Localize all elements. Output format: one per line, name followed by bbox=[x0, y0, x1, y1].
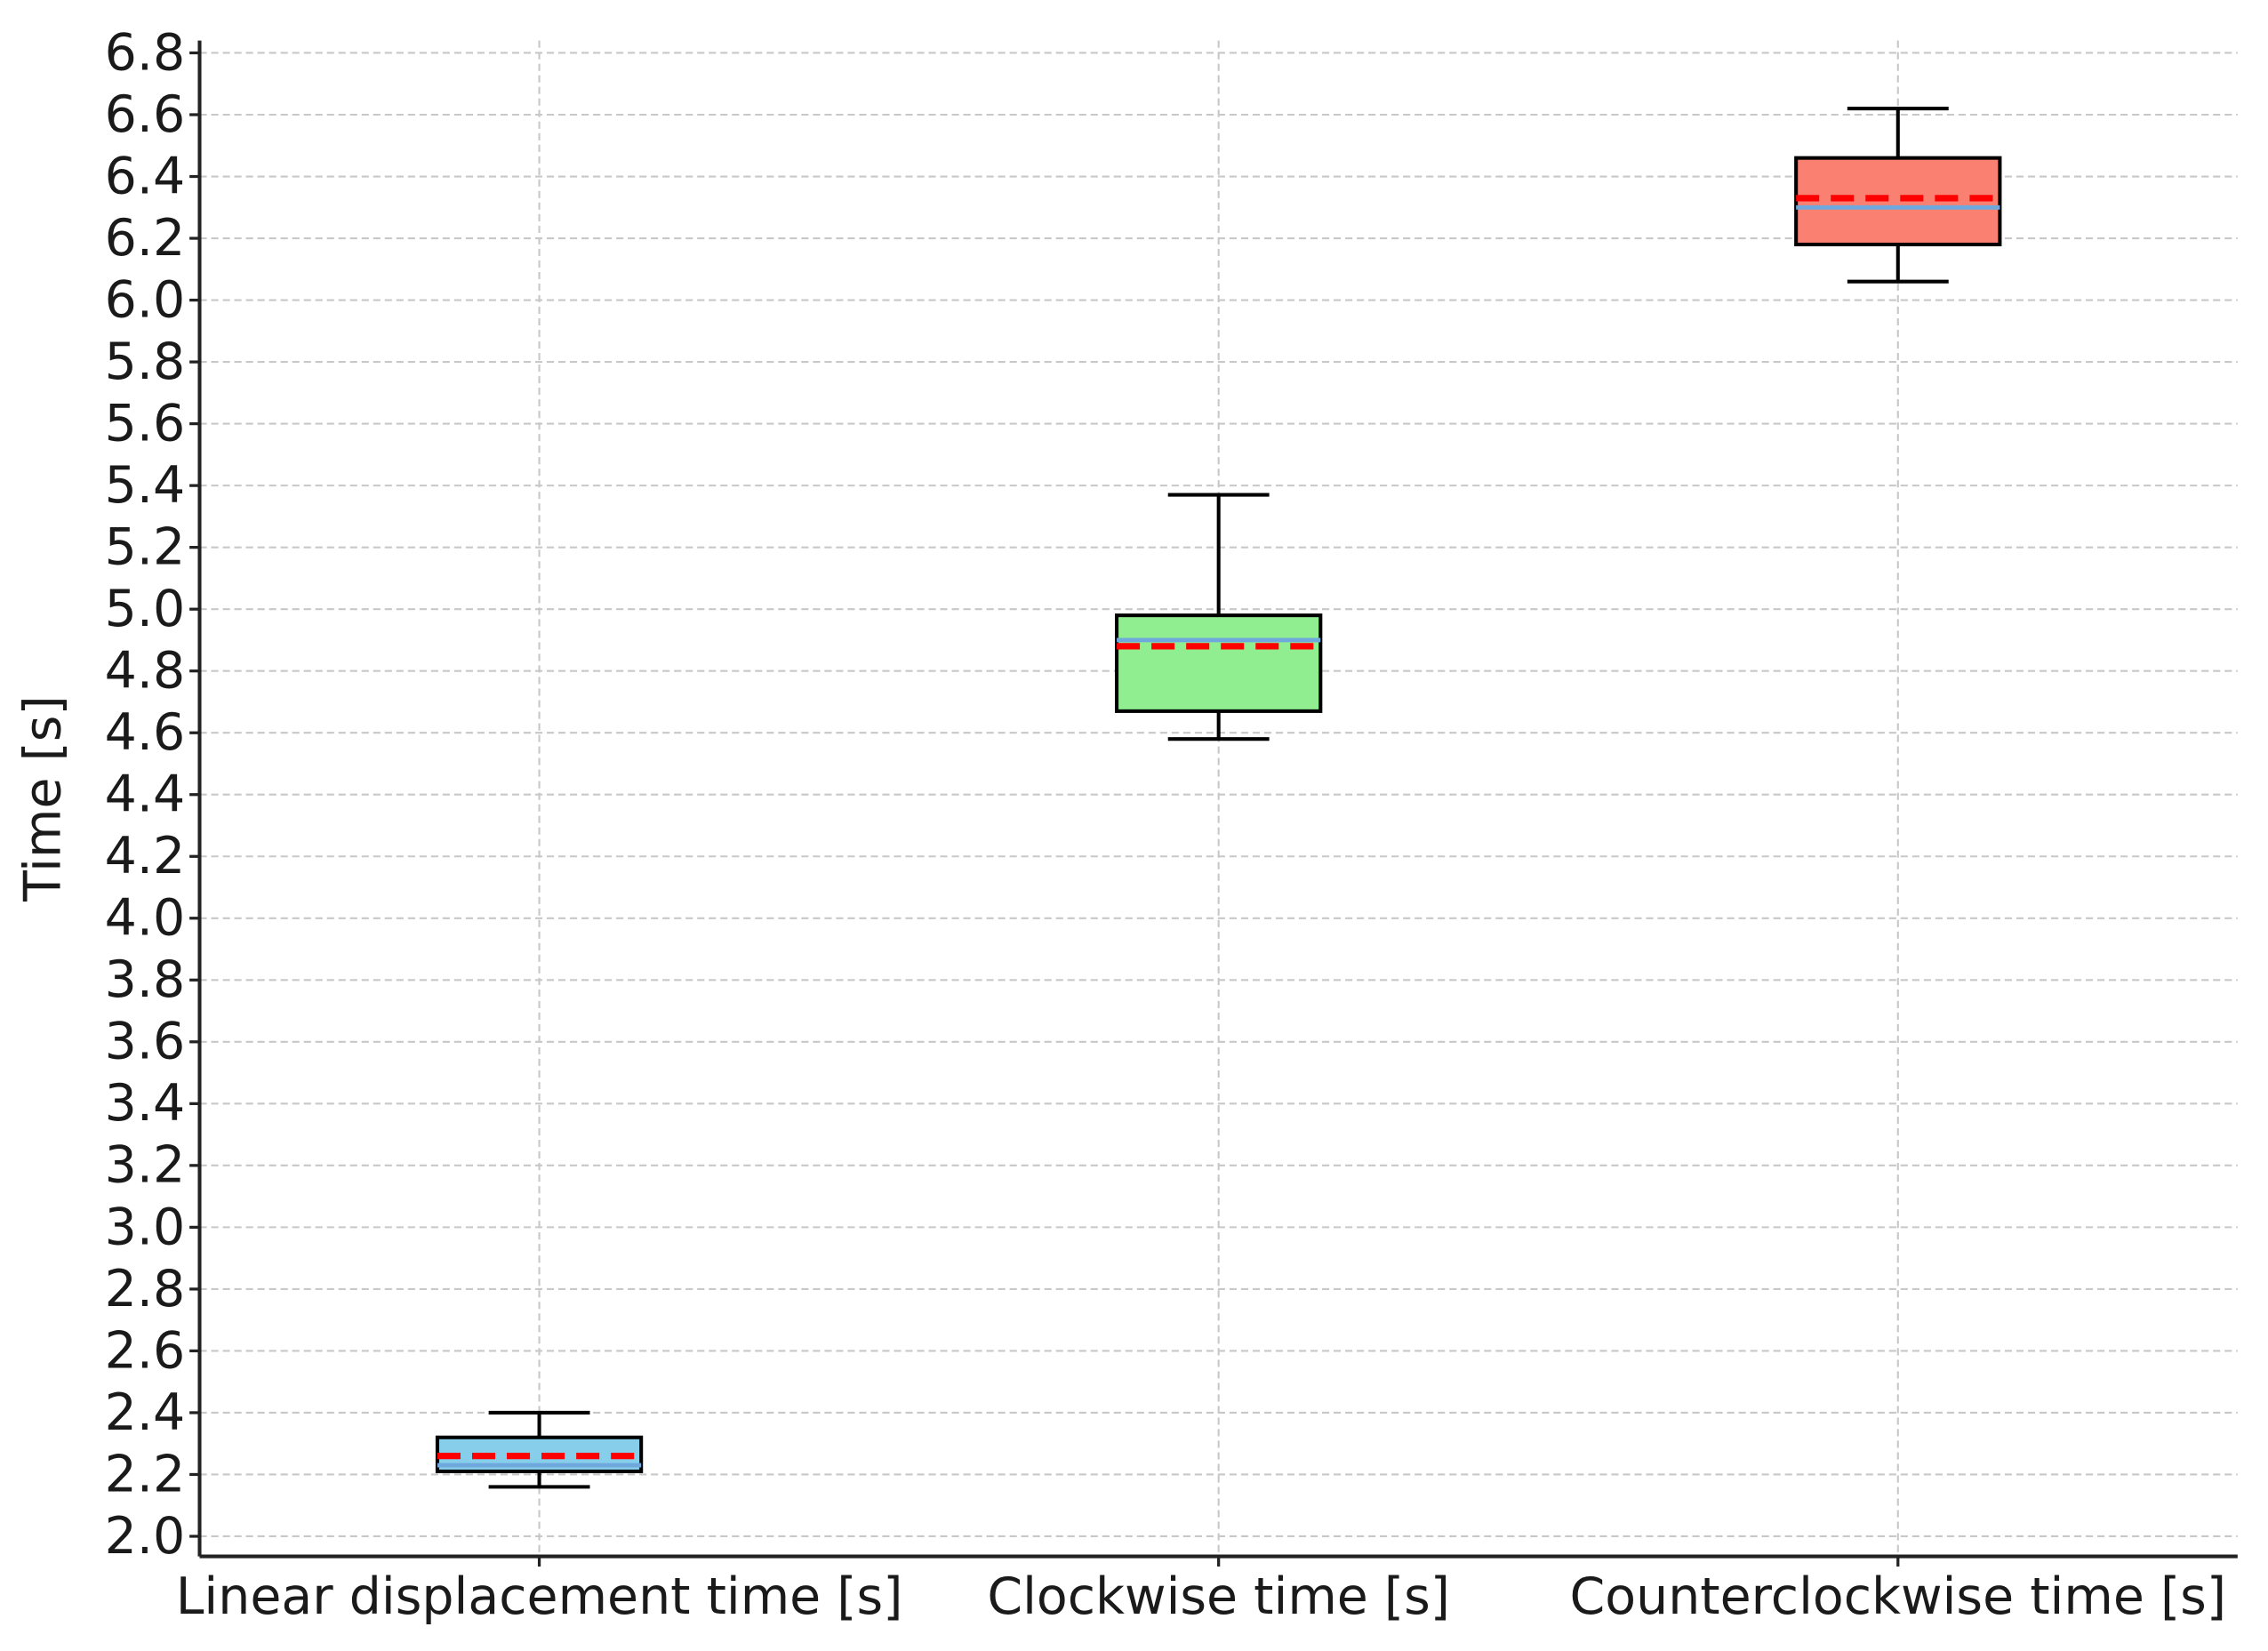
x-tick-label: Linear displacement time [s] bbox=[176, 1567, 903, 1626]
y-tick-label: 2.0 bbox=[105, 1507, 186, 1566]
y-tick-label: 5.0 bbox=[105, 580, 186, 638]
y-tick-label: 2.2 bbox=[105, 1445, 186, 1503]
y-tick-label: 6.8 bbox=[105, 23, 186, 82]
y-tick-label: 3.4 bbox=[105, 1074, 186, 1133]
y-tick-label: 3.0 bbox=[105, 1198, 186, 1256]
y-tick-label: 2.6 bbox=[105, 1321, 186, 1380]
y-tick-label: 4.6 bbox=[105, 703, 186, 762]
y-tick-label: 6.0 bbox=[105, 270, 186, 329]
y-tick-label: 2.4 bbox=[105, 1383, 186, 1442]
y-tick-label: 6.4 bbox=[105, 147, 186, 205]
y-tick-label: 5.4 bbox=[105, 456, 186, 515]
y-tick-label: 4.2 bbox=[105, 827, 186, 886]
y-tick-label: 4.0 bbox=[105, 889, 186, 948]
y-tick-label: 6.6 bbox=[105, 85, 186, 144]
x-tick-label: Clockwise time [s] bbox=[987, 1567, 1450, 1626]
y-tick-label: 5.2 bbox=[105, 518, 186, 577]
box bbox=[1115, 613, 1323, 713]
y-axis-label: Time [s] bbox=[14, 695, 73, 902]
y-tick-label: 5.8 bbox=[105, 333, 186, 391]
y-tick-label: 4.8 bbox=[105, 642, 186, 701]
y-tick-label: 3.6 bbox=[105, 1013, 186, 1071]
y-tick-label: 3.8 bbox=[105, 950, 186, 1009]
y-tick-label: 4.4 bbox=[105, 765, 186, 824]
y-tick-label: 5.6 bbox=[105, 394, 186, 453]
box bbox=[1794, 156, 2002, 247]
y-tick-label: 2.8 bbox=[105, 1260, 186, 1318]
y-tick-label: 3.2 bbox=[105, 1136, 186, 1195]
x-tick-label: Counterclockwise time [s] bbox=[1570, 1567, 2227, 1626]
y-tick-label: 6.2 bbox=[105, 209, 186, 268]
